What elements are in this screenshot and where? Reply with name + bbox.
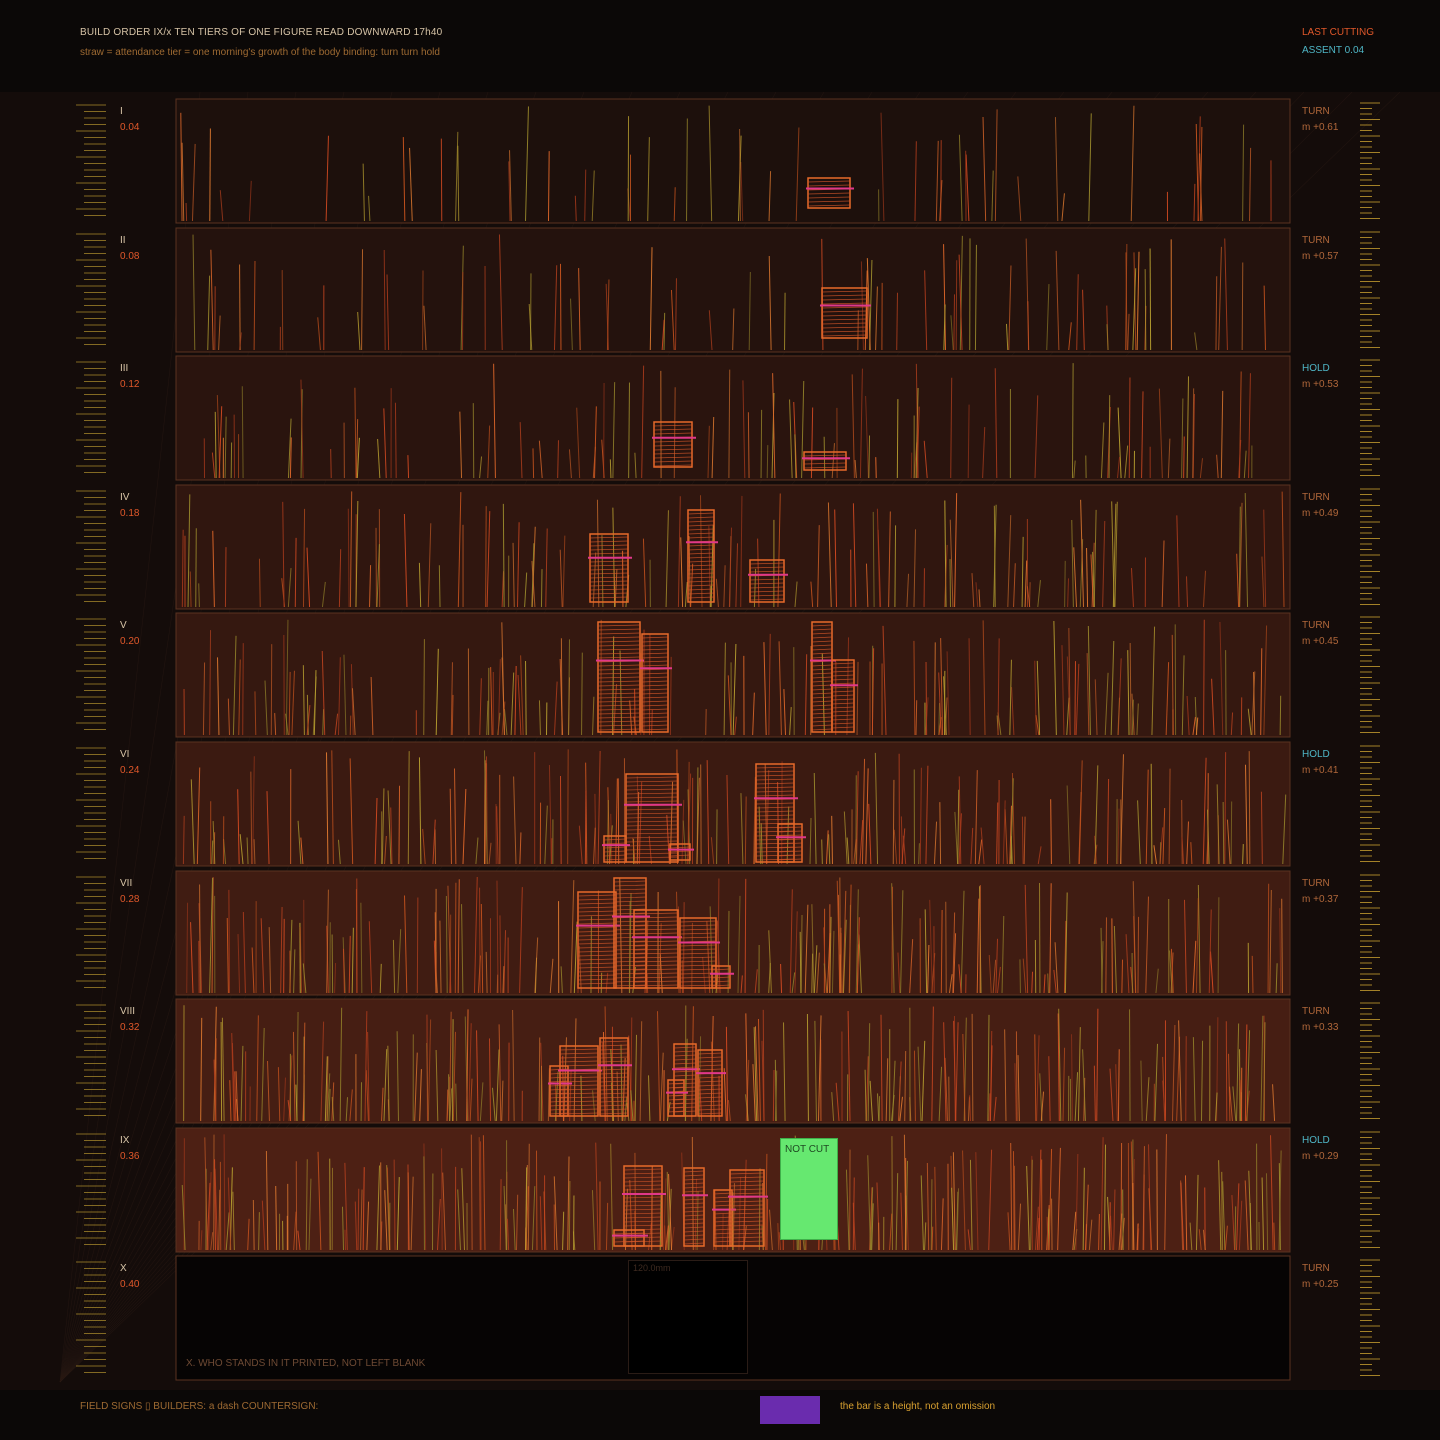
tiers-canvas [59,92,1401,1383]
tier-value: 0.28 [120,894,140,905]
tier-side-8: TURN m +0.33 [1302,1006,1338,1033]
footer-bar: FIELD SIGNS ▯ BUILDERS: a dash COUNTERSI… [0,1390,1440,1440]
tier-value: 0.12 [120,379,140,390]
page-title: BUILD ORDER IX/x TEN TIERS OF ONE FIGURE… [80,27,443,38]
tier-label-6: VI 0.24 [120,749,139,776]
tier-side-3: HOLD m +0.53 [1302,363,1338,390]
tier-value: 0.36 [120,1151,140,1162]
tier-x-note: X. WHO STANDS IN IT PRINTED, NOT LEFT BL… [186,1358,426,1369]
page-subtitle: straw = attendance tier = one morning's … [80,47,440,58]
tier-numeral: VIII [120,1006,136,1017]
tier-side-10: TURN m +0.25 [1302,1263,1338,1290]
tier-side-7: TURN m +0.37 [1302,878,1338,905]
tier-label-9: IX 0.36 [120,1135,139,1162]
tier-m-value: m +0.29 [1302,1151,1339,1162]
tier-x-blank-box: 120.0mm [628,1260,748,1374]
tier-side-2: TURN m +0.57 [1302,235,1338,262]
header-bar: BUILD ORDER IX/x TEN TIERS OF ONE FIGURE… [0,0,1440,92]
tier-side-9: HOLD m +0.29 [1302,1135,1338,1162]
tier-side-5: TURN m +0.45 [1302,620,1338,647]
tier-label-4: IV 0.18 [120,492,139,519]
tier-value: 0.04 [120,122,140,133]
tier-numeral: I [120,106,123,117]
tier-side-4: TURN m +0.49 [1302,492,1338,519]
tier-label-1: I 0.04 [120,106,139,133]
tier-m-value: m +0.25 [1302,1279,1339,1290]
tier-m-value: m +0.37 [1302,894,1339,905]
tier-side-1: TURN m +0.61 [1302,106,1338,133]
not-cut-label: NOT CUT [785,1144,830,1155]
tier-label-3: III 0.12 [120,363,139,390]
tier-binding: TURN [1302,106,1330,117]
blank-box-label: 120.0mm [633,1263,671,1273]
tier-value: 0.32 [120,1022,140,1033]
tier-numeral: X [120,1263,127,1274]
tier-value: 0.20 [120,636,140,647]
tier-binding: TURN [1302,1263,1330,1274]
countersign-swatch [760,1396,820,1424]
field-signs-text: FIELD SIGNS ▯ BUILDERS: a dash COUNTERSI… [80,1401,319,1412]
tier-m-value: m +0.33 [1302,1022,1339,1033]
tier-label-2: II 0.08 [120,235,139,262]
tier-m-value: m +0.45 [1302,636,1339,647]
tier-numeral: II [120,235,126,246]
tier-binding: TURN [1302,878,1330,889]
footer-note: the bar is a height, not an omission [840,1401,996,1412]
tier-binding: HOLD [1302,1135,1330,1146]
tier-binding: TURN [1302,235,1330,246]
tier-binding: HOLD [1302,749,1330,760]
tier-label-10: X 0.40 [120,1263,139,1290]
tier-numeral: III [120,363,129,374]
tier-numeral: VII [120,878,133,889]
tier-binding: TURN [1302,492,1330,503]
not-cut-block: NOT CUT [780,1138,838,1240]
tier-binding: TURN [1302,620,1330,631]
tier-numeral: V [120,620,127,631]
tier-value: 0.24 [120,765,140,776]
tier-m-value: m +0.57 [1302,251,1339,262]
tier-label-8: VIII 0.32 [120,1006,139,1033]
tier-numeral: VI [120,749,130,760]
tier-value: 0.18 [120,508,140,519]
tier-m-value: m +0.41 [1302,765,1339,776]
last-cutting-label: LAST CUTTING [1302,27,1375,38]
tier-binding: TURN [1302,1006,1330,1017]
tier-value: 0.40 [120,1279,140,1290]
assent-readout: ASSENT 0.04 [1302,45,1365,56]
tier-label-7: VII 0.28 [120,878,139,905]
tier-side-6: HOLD m +0.41 [1302,749,1338,776]
tier-numeral: IX [120,1135,130,1146]
tier-m-value: m +0.49 [1302,508,1339,519]
tier-m-value: m +0.61 [1302,122,1339,133]
tier-binding: HOLD [1302,363,1330,374]
tier-m-value: m +0.53 [1302,379,1339,390]
tier-label-5: V 0.20 [120,620,139,647]
tier-field: I 0.04 TURN m +0.61 II 0.08 TURN m +0.57… [0,92,1440,1390]
tier-numeral: IV [120,492,130,503]
tier-value: 0.08 [120,251,140,262]
